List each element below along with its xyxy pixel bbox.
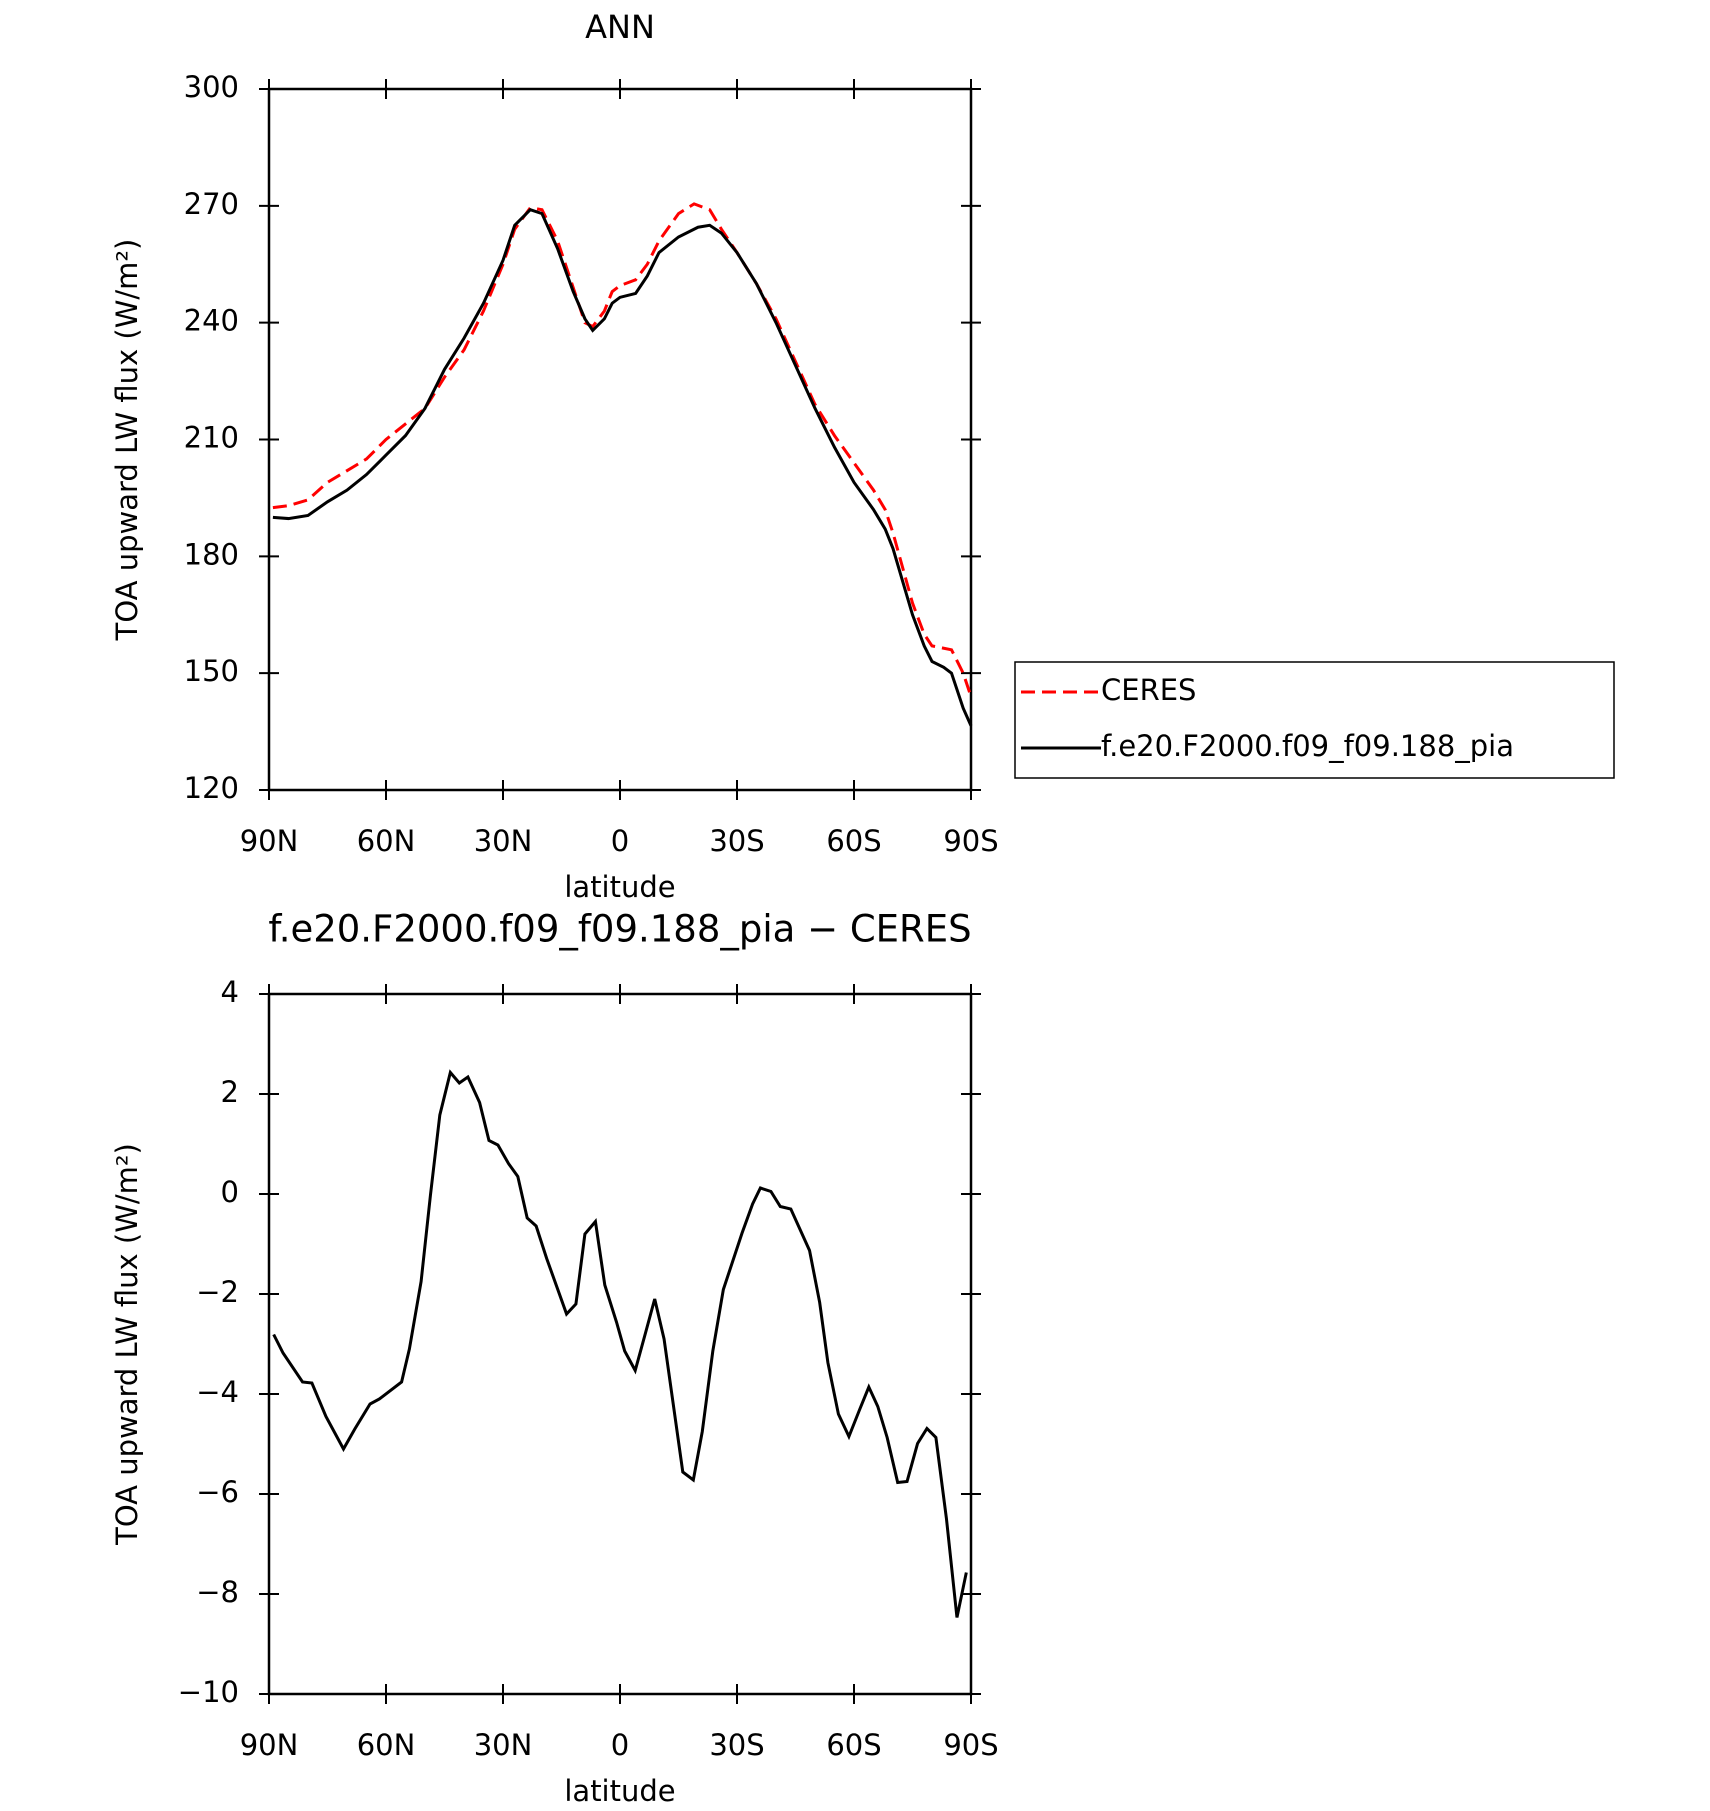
chart-title: f.e20.F2000.f09_f09.188_pia − CERES — [268, 908, 971, 951]
y-tick-label: 300 — [184, 70, 239, 104]
y-axis-label: TOA upward LW flux (W/m²) — [110, 239, 144, 642]
y-tick-label: 180 — [184, 537, 239, 571]
x-tick-label: 60N — [357, 824, 416, 858]
y-tick-label: −6 — [196, 1475, 239, 1509]
x-tick-label: 60S — [826, 824, 881, 858]
y-tick-label: 0 — [221, 1175, 239, 1209]
plot-frame — [267, 87, 973, 792]
x-axis-label: latitude — [564, 1774, 675, 1808]
x-tick-label: 0 — [611, 824, 629, 858]
chart-title: ANN — [585, 8, 655, 46]
plot-frame — [267, 992, 973, 1696]
y-axis-label: TOA upward LW flux (W/m²) — [110, 1143, 144, 1546]
x-tick-label: 30N — [474, 824, 533, 858]
x-tick-label: 90N — [240, 824, 299, 858]
y-tick-label: −8 — [196, 1575, 239, 1609]
y-tick-label: 240 — [184, 304, 239, 338]
y-tick-label: 120 — [184, 771, 239, 805]
x-tick-label: 90S — [943, 824, 998, 858]
x-tick-label: 30N — [474, 1728, 533, 1762]
x-tick-label: 60N — [357, 1728, 416, 1762]
legend-box — [1014, 661, 1615, 779]
y-tick-label: −2 — [196, 1275, 239, 1309]
x-axis-label: latitude — [564, 870, 675, 904]
y-tick-label: −10 — [178, 1675, 239, 1709]
data-line — [272, 208, 973, 727]
x-tick-label: 0 — [611, 1728, 629, 1762]
legend-label: CERES — [1101, 673, 1196, 707]
legend-label: f.e20.F2000.f09_f09.188_pia — [1101, 729, 1514, 763]
data-line — [272, 202, 973, 698]
y-tick-label: 4 — [221, 975, 239, 1009]
x-tick-label: 30S — [709, 824, 764, 858]
data-line — [272, 1069, 968, 1618]
x-tick-label: 60S — [826, 1728, 881, 1762]
y-tick-label: 210 — [184, 421, 239, 455]
y-tick-label: 270 — [184, 187, 239, 221]
x-tick-label: 30S — [709, 1728, 764, 1762]
x-tick-label: 90S — [943, 1728, 998, 1762]
x-tick-label: 90N — [240, 1728, 299, 1762]
y-tick-label: 150 — [184, 654, 239, 688]
y-tick-label: −4 — [196, 1375, 239, 1409]
y-tick-label: 2 — [221, 1075, 239, 1109]
